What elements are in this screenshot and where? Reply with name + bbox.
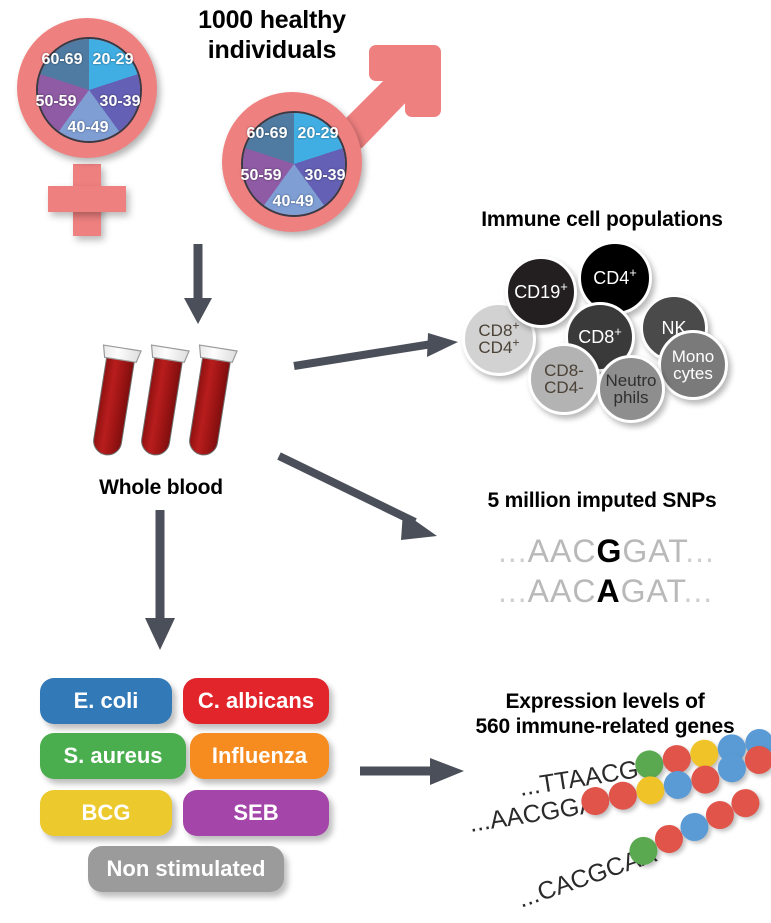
snp-variant-base: A xyxy=(596,573,621,609)
snp-suffix-dots: ... xyxy=(685,533,715,569)
stimulus-seb[interactable]: SEB xyxy=(183,790,329,836)
expression-title: Expression levels of 560 immune-related … xyxy=(455,690,755,740)
cohort-title: 1000 healthy individuals xyxy=(182,6,362,65)
immune-cell-title: Immune cell populations xyxy=(481,208,723,231)
cell-label-line1: CD8- xyxy=(544,360,584,380)
cell-label-line2: cytes xyxy=(673,364,713,383)
blood-tubes xyxy=(93,330,250,470)
stimulus-label: C. albicans xyxy=(197,688,315,713)
snps-title: 5 million imputed SNPs xyxy=(487,489,717,512)
stimulus-label: Non stimulated xyxy=(106,856,266,881)
male-pie-label-30-39: 30-39 xyxy=(304,167,346,184)
immune-cell-neutrophils: Neutro phils xyxy=(597,355,665,423)
cohort-title-line1: 1000 healthy xyxy=(198,6,346,34)
immune-cell-cluster: CD8+ CD4+ CD19+ NK CD4+ CD8+ Mono cytes CD… xyxy=(0,0,771,430)
male-symbol-arrow xyxy=(337,45,441,149)
snp-suffix-dots: ... xyxy=(683,573,714,609)
stimulus-s-aureus[interactable]: S. aureus xyxy=(40,733,186,779)
cell-label-line2: CD4- xyxy=(544,378,584,397)
female-pie-label-60-69: 60-69 xyxy=(41,51,83,68)
expression-title-line2: 560 immune-related genes xyxy=(475,714,735,738)
male-pie-label-60-69: 60-69 xyxy=(246,125,288,142)
arrow-blood-to-immune xyxy=(293,333,458,370)
stimulus-label: BCG xyxy=(81,800,131,825)
expression-title-line1: Expression levels of xyxy=(505,690,705,713)
stimulus-bcg[interactable]: BCG xyxy=(40,790,172,836)
stimulus-e-coli[interactable]: E. coli xyxy=(40,678,172,724)
blood-tube-2 xyxy=(141,344,190,456)
stimulus-label: Influenza xyxy=(211,743,308,768)
stimulus-non-stimulated[interactable]: Non stimulated xyxy=(88,846,284,892)
female-pie-label-50-59: 50-59 xyxy=(35,93,77,110)
male-symbol: 20-29 30-39 40-49 50-59 60-69 xyxy=(200,40,441,260)
arrow-cohort-to-blood xyxy=(184,244,212,324)
male-pie-label-40-49: 40-49 xyxy=(272,193,314,210)
immune-cell-cd8minus-cd4minus: CD8- CD4- xyxy=(528,343,600,415)
gene-bead xyxy=(606,779,639,812)
female-pie-label-40-49: 40-49 xyxy=(67,119,109,136)
female-symbol: 20-29 30-39 40-49 50-59 60-69 xyxy=(0,0,200,240)
cell-label-line1: Neutro xyxy=(605,370,657,390)
immune-cell-monocytes: Mono cytes xyxy=(658,330,728,400)
immune-cell-cd19plus: CD19+ xyxy=(505,256,577,328)
female-symbol-stem-cross xyxy=(48,186,126,212)
stimulus-label: SEB xyxy=(233,800,279,825)
blood-tube-1 xyxy=(93,344,142,456)
snp-right-bases: GAT xyxy=(620,573,684,609)
snp-variant-base: G xyxy=(596,533,623,569)
snp-sequence-row-1: ...AACGGAT... xyxy=(498,533,715,570)
snp-left-bases: AAC xyxy=(527,573,597,609)
cohort-title-line2: individuals xyxy=(207,35,337,64)
blood-tube-3 xyxy=(189,344,238,456)
arrow-blood-to-snps xyxy=(277,452,437,540)
cell-label: CD4+ xyxy=(593,264,637,288)
whole-blood-label: Whole blood xyxy=(99,476,223,499)
cell-label: CD19+ xyxy=(514,278,568,302)
stimulus-label: E. coli xyxy=(73,688,139,713)
female-age-pie xyxy=(36,37,142,143)
male-pie-label-20-29: 20-29 xyxy=(297,125,339,142)
female-pie-label-20-29: 20-29 xyxy=(92,51,134,68)
cell-label-line2: CD4+ xyxy=(478,335,520,357)
cell-label: CD8+ xyxy=(578,323,622,347)
stimulus-c-albicans[interactable]: C. albicans xyxy=(183,678,329,724)
stimulus-influenza[interactable]: Influenza xyxy=(190,733,329,779)
male-age-pie xyxy=(241,111,347,217)
snp-prefix-dots: ... xyxy=(498,573,528,609)
immune-cell-cd8plus-cd4plus: CD8+ CD4+ xyxy=(462,302,536,376)
arrow-blood-to-stimuli xyxy=(145,510,175,650)
snp-prefix-dots: ... xyxy=(498,533,528,569)
cell-label-line2: phils xyxy=(613,388,649,407)
pie-segment-60-69 xyxy=(243,113,345,215)
pie-segment-60-69 xyxy=(38,39,140,141)
snp-right-bases: GAT xyxy=(622,533,686,569)
cell-label-line1: Mono xyxy=(671,346,715,366)
stimulus-label: S. aureus xyxy=(63,743,163,768)
male-pie-label-50-59: 50-59 xyxy=(240,167,282,184)
snp-left-bases: AAC xyxy=(527,533,597,569)
cell-label-line1: CD8+ xyxy=(478,318,520,340)
female-pie-label-30-39: 30-39 xyxy=(99,93,141,110)
snp-sequence-row-2: ...AACAGAT... xyxy=(498,573,713,610)
arrow-stimuli-to-expression xyxy=(360,758,464,785)
